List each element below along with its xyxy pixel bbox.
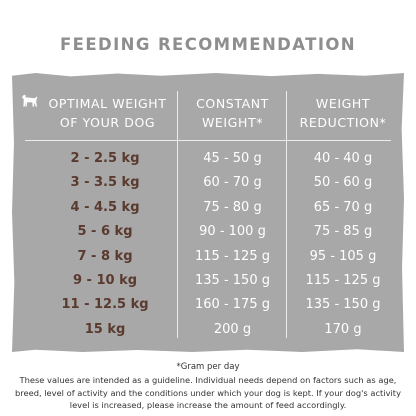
cell-weight-reduction: 50 - 60 g <box>313 175 373 191</box>
cell-constant-weight: 135 - 150 g <box>195 272 270 288</box>
cell-constant-weight: 45 - 50 g <box>203 151 262 166</box>
cell-weight-reduction: 65 - 70 g <box>313 199 373 215</box>
cell-dog-weight: 3 - 3.5 kg <box>70 175 140 191</box>
table-row: 7 - 8 kg 115 - 125 g 95 - 105 g <box>0 249 416 273</box>
cell-dog-weight: 11 - 12.5 kg <box>61 297 149 313</box>
table-row: 3 - 3.5 kg 60 - 70 g 50 - 60 g <box>0 175 416 199</box>
table-row: 5 - 6 kg 90 - 100 g 75 - 85 g <box>0 224 416 248</box>
header-line: OPTIMAL WEIGHT <box>48 96 167 111</box>
header-line: WEIGHT* <box>201 115 264 130</box>
cell-weight-reduction: 75 - 85 g <box>313 224 373 240</box>
page-title: FEEDING RECOMMENDATION <box>60 35 356 54</box>
table-row: 11 - 12.5 kg 160 - 175 g 135 - 150 g <box>0 297 416 321</box>
cell-dog-weight: 15 kg <box>84 321 126 337</box>
cell-weight-reduction: 40 - 40 g <box>313 151 373 166</box>
table-row: 2 - 2.5 kg 45 - 50 g 40 - 40 g <box>0 151 416 175</box>
header-line: WEIGHT <box>315 96 371 111</box>
column-divider <box>286 91 287 338</box>
header-line: OF YOUR DOG <box>59 115 156 130</box>
table-row: 9 - 10 kg 135 - 150 g 115 - 125 g <box>0 273 416 297</box>
cell-dog-weight: 7 - 8 kg <box>77 248 133 264</box>
footnote: *Gram per day <box>176 362 240 372</box>
cell-weight-reduction: 95 - 105 g <box>309 248 377 264</box>
cell-constant-weight: 60 - 70 g <box>203 175 262 191</box>
feeding-table-body: 2 - 2.5 kg 45 - 50 g 40 - 40 g 3 - 3.5 k… <box>0 151 416 346</box>
dog-icon <box>22 94 38 107</box>
header-line: CONSTANT <box>196 96 269 111</box>
column-divider <box>177 91 178 338</box>
cell-weight-reduction: 170 g <box>324 321 362 337</box>
table-row: 4 - 4.5 kg 75 - 80 g 65 - 70 g <box>0 200 416 224</box>
cell-dog-weight: 2 - 2.5 kg <box>70 151 140 166</box>
header-divider <box>25 140 391 141</box>
cell-constant-weight: 200 g <box>213 321 252 337</box>
header-optimal-weight: OPTIMAL WEIGHT OF YOUR DOG <box>40 94 175 132</box>
header-line: REDUCTION* <box>299 115 387 130</box>
cell-constant-weight: 75 - 80 g <box>203 199 262 215</box>
disclaimer-text: These values are intended as a guideline… <box>15 375 401 410</box>
cell-constant-weight: 115 - 125 g <box>195 248 270 264</box>
cell-constant-weight: 160 - 175 g <box>195 297 270 313</box>
cell-dog-weight: 9 - 10 kg <box>72 272 138 288</box>
cell-weight-reduction: 135 - 150 g <box>305 297 381 313</box>
header-constant-weight: CONSTANT WEIGHT* <box>180 94 285 132</box>
feeding-table-panel <box>12 73 404 352</box>
cell-weight-reduction: 115 - 125 g <box>305 272 381 288</box>
cell-constant-weight: 90 - 100 g <box>199 224 266 240</box>
header-weight-reduction: WEIGHT REDUCTION* <box>288 94 398 132</box>
cell-dog-weight: 5 - 6 kg <box>77 224 133 240</box>
cell-dog-weight: 4 - 4.5 kg <box>70 199 140 215</box>
table-row: 15 kg 200 g 170 g <box>0 322 416 346</box>
